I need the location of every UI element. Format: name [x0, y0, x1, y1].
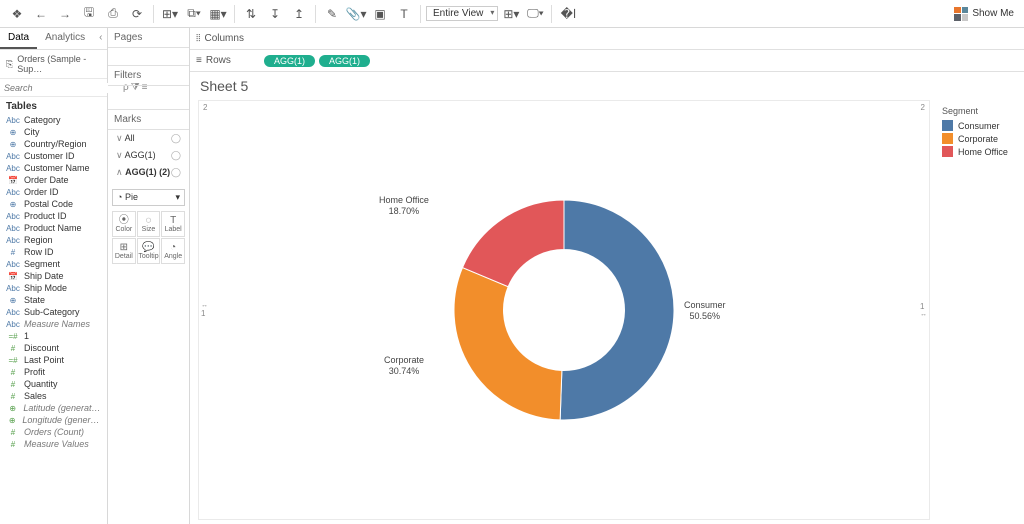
datasource-name[interactable]: ⎘ Orders (Sample - Sup…: [0, 50, 107, 79]
pause-icon[interactable]: ⟳: [126, 3, 148, 25]
axis-top-right: 2: [921, 103, 925, 112]
chart-canvas: 2 2 1 1 Consumer50.56%Corporate30.74%Hom…: [198, 100, 930, 520]
totals-icon[interactable]: ▣: [369, 3, 391, 25]
dimension-field[interactable]: ⊕City: [0, 126, 107, 138]
search-input[interactable]: [4, 83, 121, 93]
measure-field[interactable]: #Profit: [0, 366, 107, 378]
dimension-field[interactable]: AbcSegment: [0, 258, 107, 270]
legend-item[interactable]: Home Office: [942, 146, 1016, 157]
measure-field[interactable]: #Sales: [0, 390, 107, 402]
labels-icon[interactable]: T: [393, 3, 415, 25]
rows-icon: ≡: [196, 55, 202, 66]
dimension-field[interactable]: 📅Ship Date: [0, 270, 107, 282]
dimension-field[interactable]: ⊕Country/Region: [0, 138, 107, 150]
clear-icon[interactable]: ▦▾: [207, 3, 229, 25]
mark-card-label[interactable]: TLabel: [161, 211, 185, 237]
sort-desc-icon[interactable]: ↥: [288, 3, 310, 25]
new-datasource-icon[interactable]: ⎙: [102, 3, 124, 25]
filters-shelf[interactable]: Filters: [108, 66, 189, 86]
duplicate-icon[interactable]: ⧉▾: [183, 3, 205, 25]
dimension-field[interactable]: ⊕State: [0, 294, 107, 306]
shelves-pane: Pages Filters Marks ∨ All◯∨ AGG(1)◯∧ AGG…: [108, 28, 190, 524]
mark-card-size[interactable]: ◌Size: [137, 211, 161, 237]
mark-card-tooltip[interactable]: 💬Tooltip: [137, 238, 161, 264]
mark-card-detail[interactable]: ⊞Detail: [112, 238, 136, 264]
forward-icon[interactable]: →: [54, 3, 76, 25]
dimension-field[interactable]: AbcCustomer ID: [0, 150, 107, 162]
dimension-field[interactable]: AbcRegion: [0, 234, 107, 246]
slice-label: Corporate30.74%: [384, 355, 424, 377]
save-icon[interactable]: 🖫: [78, 3, 100, 25]
marks-layer[interactable]: ∨ AGG(1)◯: [112, 147, 185, 164]
measure-field[interactable]: #Measure Values: [0, 438, 107, 450]
legend-item[interactable]: Consumer: [942, 120, 1016, 131]
tab-analytics[interactable]: Analytics: [37, 28, 93, 49]
tables-header: Tables: [0, 97, 107, 114]
field-list: AbcCategory⊕City⊕Country/RegionAbcCustom…: [0, 114, 107, 524]
measure-field[interactable]: =#1: [0, 330, 107, 342]
dimension-field[interactable]: ⊕Postal Code: [0, 198, 107, 210]
marks-layer[interactable]: ∨ All◯: [112, 130, 185, 147]
legend-item[interactable]: Corporate: [942, 133, 1016, 144]
dimension-field[interactable]: AbcCustomer Name: [0, 162, 107, 174]
dimension-field[interactable]: AbcShip Mode: [0, 282, 107, 294]
swap-icon[interactable]: ⇅: [240, 3, 262, 25]
back-icon[interactable]: ←: [30, 3, 52, 25]
marks-layer[interactable]: ∧ AGG(1) (2)◯: [112, 164, 185, 181]
dimension-field[interactable]: AbcProduct ID: [0, 210, 107, 222]
slice-label: Home Office18.70%: [379, 195, 429, 217]
row-pill[interactable]: AGG(1): [319, 55, 370, 67]
measure-field[interactable]: #Quantity: [0, 378, 107, 390]
datasource-icon: ⎘: [6, 59, 13, 70]
tab-data[interactable]: Data: [0, 28, 37, 49]
measure-field[interactable]: #Discount: [0, 342, 107, 354]
show-me-icon: [954, 7, 968, 21]
presentation-icon[interactable]: ⊞▾: [500, 3, 522, 25]
dimension-field[interactable]: 📅Order Date: [0, 174, 107, 186]
new-sheet-icon[interactable]: ⊞▾: [159, 3, 181, 25]
slice-label: Consumer50.56%: [684, 300, 726, 322]
legend-title: Segment: [942, 106, 1016, 116]
axis-top-left: 2: [203, 103, 207, 112]
columns-icon: ⦙⦙: [196, 33, 200, 44]
dimension-field[interactable]: AbcMeasure Names: [0, 318, 107, 330]
dimension-field[interactable]: AbcOrder ID: [0, 186, 107, 198]
mark-card-angle[interactable]: ◔Angle: [161, 238, 185, 264]
dimension-field[interactable]: AbcSub-Category: [0, 306, 107, 318]
fit-dropdown[interactable]: Entire View: [426, 6, 498, 21]
sheet-title[interactable]: Sheet 5: [190, 72, 1024, 100]
sort-asc-icon[interactable]: ↧: [264, 3, 286, 25]
measure-field[interactable]: ⊕Latitude (generated): [0, 402, 107, 414]
columns-shelf[interactable]: ⦙⦙Columns: [190, 33, 260, 44]
share-icon[interactable]: �ا: [557, 3, 579, 25]
logo-icon: ❖: [6, 3, 28, 25]
mark-card-color[interactable]: ⦿Color: [112, 211, 136, 237]
highlight-icon[interactable]: ✎: [321, 3, 343, 25]
main-area: Data Analytics ‹ ⎘ Orders (Sample - Sup……: [0, 28, 1024, 524]
rows-shelf[interactable]: ≡Rows: [190, 55, 260, 66]
group-icon[interactable]: 📎▾: [345, 3, 367, 25]
marks-header: Marks: [108, 110, 189, 130]
axis-left: 1: [201, 302, 208, 318]
pages-shelf[interactable]: Pages: [108, 28, 189, 48]
mark-type-dropdown[interactable]: ◔ Pie▾: [112, 189, 185, 206]
data-pane: Data Analytics ‹ ⎘ Orders (Sample - Sup……: [0, 28, 108, 524]
dimension-field[interactable]: AbcProduct Name: [0, 222, 107, 234]
measure-field[interactable]: ⊕Longitude (generated): [0, 414, 107, 426]
measure-field[interactable]: =#Last Point: [0, 354, 107, 366]
dimension-field[interactable]: AbcCategory: [0, 114, 107, 126]
top-toolbar: ❖ ← → 🖫 ⎙ ⟳ ⊞▾ ⧉▾ ▦▾ ⇅ ↧ ↥ ✎ 📎▾ ▣ T Enti…: [0, 0, 1024, 28]
row-pill[interactable]: AGG(1): [264, 55, 315, 67]
measure-field[interactable]: #Orders (Count): [0, 426, 107, 438]
worksheet-area: ⦙⦙Columns ≡Rows AGG(1) AGG(1) Sheet 5 2 2…: [190, 28, 1024, 524]
legend: Segment Consumer Corporate Home Office: [934, 100, 1024, 524]
show-me-button[interactable]: Show Me: [954, 7, 1018, 21]
show-cards-icon[interactable]: 🖵▾: [524, 3, 546, 25]
donut-chart: Consumer50.56%Corporate30.74%Home Office…: [454, 200, 674, 420]
axis-right: 1: [920, 302, 927, 318]
add-datasource-icon[interactable]: ‹: [93, 28, 108, 49]
dimension-field[interactable]: #Row ID: [0, 246, 107, 258]
